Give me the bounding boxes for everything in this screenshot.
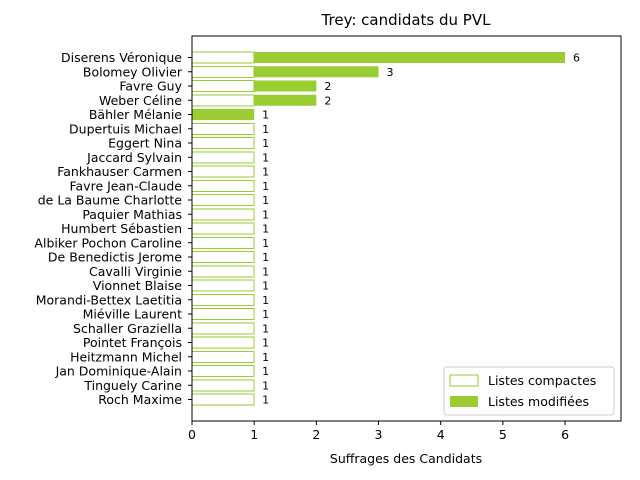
bar-compactes [191,179,255,192]
legend-swatch [449,374,479,387]
bar-modifiees [254,94,317,106]
category-label: Cavalli Virginie [89,264,182,279]
data-label: 1 [262,394,269,407]
bar-compactes [191,137,255,149]
x-tick-label: 1 [250,427,258,442]
data-label: 1 [262,180,269,193]
data-label: 1 [262,223,269,236]
data-label: 1 [262,322,269,335]
category-label: Heitzmann Michel [70,349,182,364]
x-tick-label: 5 [499,427,507,442]
legend-swatch [450,396,478,407]
bar-compactes [191,122,255,135]
bar-compactes [191,322,255,335]
data-label: 1 [262,123,269,136]
x-axis-label: Suffrages des Candidats [330,451,482,466]
category-label: Miéville Laurent [83,307,182,322]
x-tick-label: 0 [188,427,196,442]
data-label: 1 [262,137,269,150]
axes-frame [191,35,622,422]
category-label: de La Baume Charlotte [38,193,183,208]
data-label: 1 [262,351,269,364]
bar-compactes [191,65,255,78]
data-label: 1 [262,265,269,278]
category-label: Roch Maxime [98,392,182,407]
x-tick-label: 3 [375,427,383,442]
bar-compactes [191,265,255,278]
category-label: Morandi-Bettex Laetitia [36,292,182,307]
category-label: Fankhauser Carmen [57,164,182,179]
legend-entry: Listes compactes [488,373,596,388]
bar-modifiees [254,80,317,92]
bar-compactes [191,365,255,377]
bar-modifiees [254,66,379,78]
category-label: Favre Jean-Claude [69,178,182,193]
legend-entry: Listes modifiées [488,394,589,409]
data-label: 1 [262,251,269,264]
category-label: Albiker Pochon Caroline [34,235,182,250]
category-label: Humbert Sébastien [61,221,182,236]
bar-modifiees [254,52,566,63]
bar-compactes [191,393,255,406]
x-tick-label: 6 [561,427,569,442]
bar-compactes [191,194,255,206]
bar-compactes [191,350,255,363]
category-label: Paquier Mathias [82,207,182,222]
category-label: Pointet François [83,335,182,350]
category-label: Dupertuis Michael [69,121,182,136]
bar-compactes [191,51,255,64]
bar-compactes [191,308,255,320]
data-label: 1 [262,109,269,122]
category-label: Tinguely Carine [83,378,182,393]
category-label: Jan Dominique-Alain [55,364,182,379]
data-label: 1 [262,337,269,350]
bar-compactes [191,165,255,178]
legend-box [443,366,615,416]
data-label: 2 [324,94,331,107]
category-label: De Benedictis Jerome [48,250,182,265]
bar-compactes [191,94,255,107]
category-label: Bähler Mélanie [89,107,182,122]
data-label: 1 [262,151,269,164]
bar-modifiees [192,109,255,120]
legend: Listes compactes Listes modifiées [443,366,615,416]
data-label: 6 [573,52,580,65]
data-label: 1 [262,194,269,207]
bar-compactes [191,279,255,292]
x-tick-label: 4 [437,427,445,442]
category-label: Vionnet Blaise [93,278,183,293]
category-label: Jaccard Sylvain [86,150,182,165]
chart-title: Trey: candidats du PVL [321,11,492,29]
data-label: 1 [262,308,269,321]
plot-area: Diserens Véronique 6 Bolomey Olivier 3 Favre… [34,35,622,442]
bar-compactes [191,251,255,263]
bar-compactes [191,222,255,235]
data-label: 1 [262,166,269,179]
bar-compactes [191,236,255,249]
bar-compactes [191,293,255,306]
bar-compactes [191,208,255,221]
data-label: 1 [262,294,269,307]
data-label: 2 [324,80,331,93]
data-label: 1 [262,237,269,250]
bar-compactes [191,379,255,392]
bar-compactes [191,80,255,92]
data-label: 1 [262,365,269,378]
category-label: Schaller Graziella [73,321,182,336]
data-label: 3 [387,66,394,79]
bar-compactes [191,336,255,349]
data-label: 1 [262,208,269,221]
data-label: 1 [262,280,269,293]
data-label: 1 [262,379,269,392]
category-label: Bolomey Olivier [83,64,183,79]
category-label: Diserens Véronique [61,50,182,65]
x-tick-label: 2 [312,427,320,442]
bar-compactes [191,151,255,164]
category-label: Weber Céline [99,93,182,108]
category-label: Favre Guy [119,79,182,94]
category-label: Eggert Nina [108,136,182,151]
